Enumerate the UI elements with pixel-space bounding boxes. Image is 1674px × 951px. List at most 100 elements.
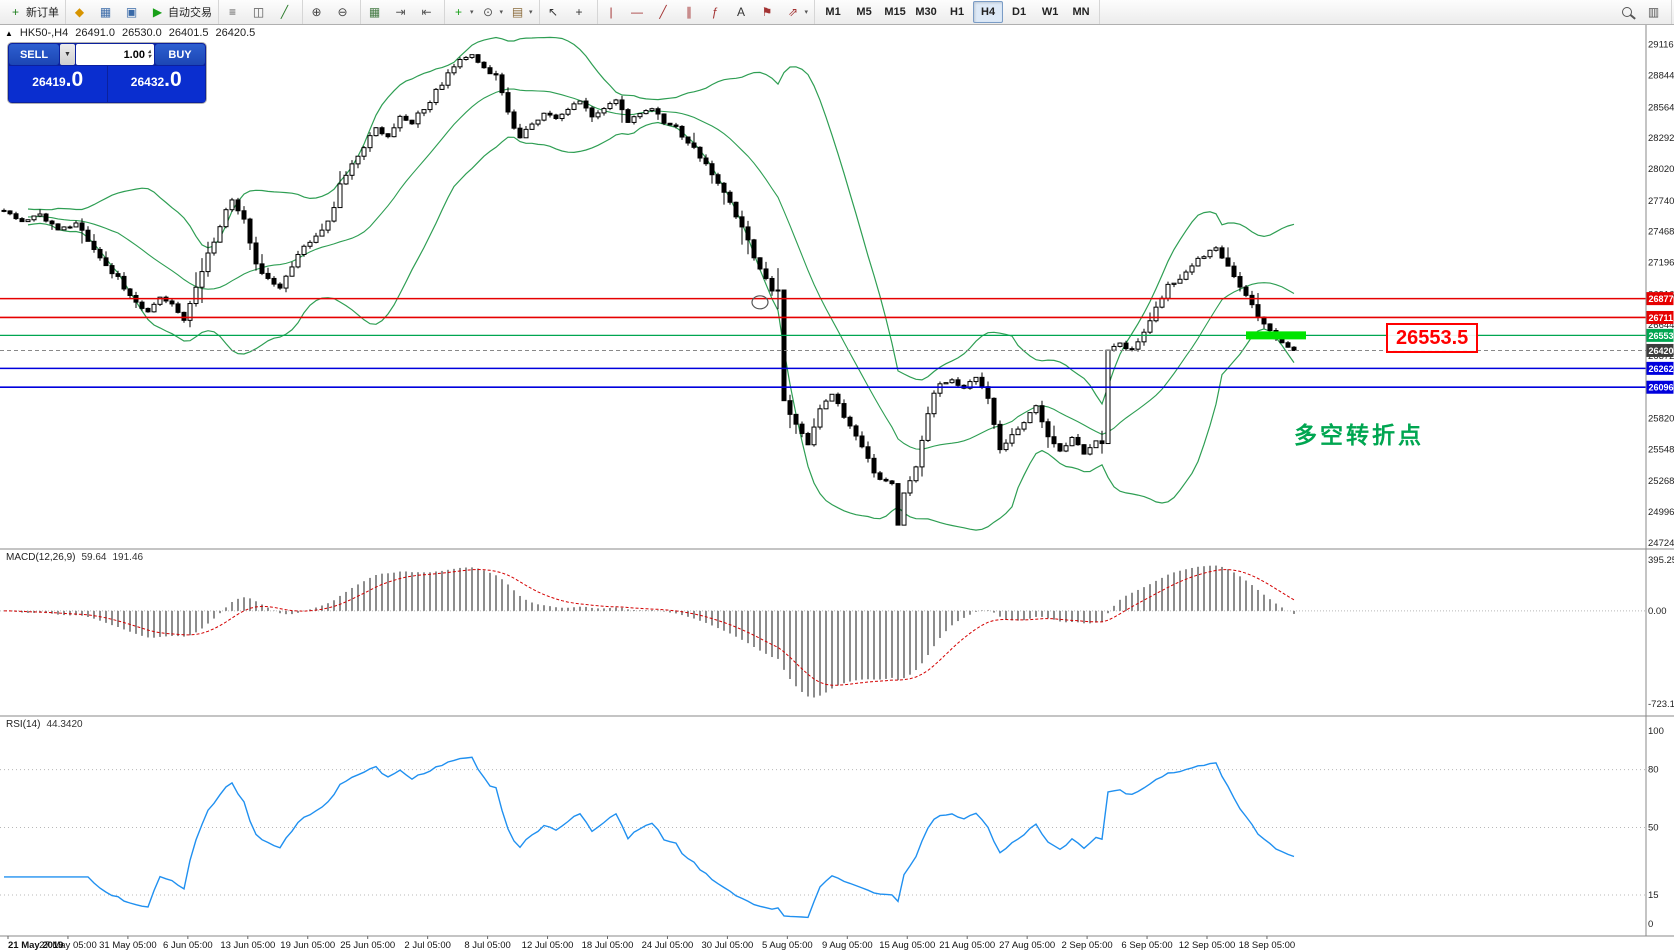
cursor-button[interactable]: ↖ [543, 1, 568, 23]
horizontal-line-button[interactable]: — [627, 1, 652, 23]
sell-button[interactable]: SELL [9, 44, 59, 65]
line-chart-button[interactable]: ╱ [274, 1, 299, 23]
trendline-button[interactable]: ╱ [653, 1, 678, 23]
new-order-icon: + [11, 5, 19, 19]
dropdown-caret-icon[interactable]: ▾ [499, 9, 504, 16]
crosshair-button[interactable]: + [569, 1, 594, 23]
navigator-icon: ▣ [125, 5, 138, 19]
spinner-down-icon[interactable]: ▾ [147, 53, 151, 60]
navigator-button[interactable]: ▣ [121, 1, 146, 23]
tf-mn-button[interactable]: MN [1066, 1, 1096, 23]
tf-d1-button[interactable]: D1 [1004, 1, 1034, 23]
fibonacci-button[interactable]: ƒ [705, 1, 730, 23]
indicators-button[interactable]: + ▾ [448, 1, 477, 23]
zoom-out-button[interactable]: ⊖ [332, 1, 357, 23]
tf-m5-button[interactable]: M5 [849, 1, 879, 23]
label-button[interactable]: ⚑ [757, 1, 782, 23]
chart-shift-button[interactable]: ⇤ [416, 1, 441, 23]
text-button[interactable]: A [731, 1, 756, 23]
rsi-pane: 100 80 50 15 0 [0, 726, 1664, 930]
dropdown-caret-icon[interactable]: ▾ [804, 9, 809, 16]
properties-icon: ▥ [1647, 5, 1660, 19]
line-studies-group: | — ╱ ∥ ƒ A ⚑ ⇗ ▾ [598, 0, 816, 24]
tile-windows-icon: ▦ [368, 5, 381, 19]
tf-h1-button[interactable]: H1 [942, 1, 972, 23]
channel-button[interactable]: ∥ [679, 1, 704, 23]
timeframes-group: M1 M5 M15 M30 H1 H4 D1 W1 MN [815, 0, 1101, 24]
bar-chart-button[interactable]: ≡ [222, 1, 247, 23]
ohlc-close: 26420.5 [215, 27, 256, 39]
svg-text:25548.0: 25548.0 [1648, 444, 1674, 455]
ohlc-low: 26401.5 [168, 27, 209, 39]
sell-price-big: .0 [65, 68, 84, 91]
zoom-in-button[interactable]: ⊕ [306, 1, 331, 23]
tf-m1-button-label: M1 [825, 6, 841, 18]
svg-text:27468.0: 27468.0 [1648, 227, 1674, 238]
volume-spinner[interactable]: ▴ ▾ [147, 48, 151, 60]
svg-text:24724.0: 24724.0 [1648, 538, 1674, 549]
trade-options-caret-icon[interactable]: ▼ [60, 44, 75, 65]
dropdown-caret-icon[interactable]: ▾ [470, 9, 474, 16]
time-scale[interactable] [0, 936, 1674, 951]
svg-text:6 Sep 05:00: 6 Sep 05:00 [1121, 940, 1172, 951]
auto-scroll-button[interactable]: ⇥ [390, 1, 415, 23]
market-watch-button[interactable]: ▦ [95, 1, 120, 23]
svg-text:31 May 05:00: 31 May 05:00 [99, 940, 157, 951]
vertical-line-button[interactable]: | [601, 1, 626, 23]
tf-m5-button-label: M5 [856, 6, 872, 18]
macd-pane: 395.25 0.00 -723.16 [0, 555, 1674, 710]
tf-d1-button-label: D1 [1012, 6, 1027, 18]
buy-price[interactable]: 26432 .0 [107, 66, 205, 102]
svg-text:50: 50 [1648, 823, 1659, 834]
tf-m1-button[interactable]: M1 [818, 1, 848, 23]
volume-value: 1.00 [123, 48, 145, 61]
templates-button[interactable]: ▤ ▾ [507, 1, 536, 23]
new-order-button[interactable]: + 新订单 [5, 1, 62, 23]
svg-text:29116.0: 29116.0 [1648, 40, 1674, 51]
svg-text:12 Jul 05:00: 12 Jul 05:00 [522, 940, 574, 951]
arrows-button[interactable]: ⇗ ▾ [783, 1, 812, 23]
ellipse-annotation[interactable] [751, 295, 769, 310]
periods-icon: ⊙ [482, 5, 494, 19]
spinner-up-icon[interactable]: ▴ [147, 48, 151, 55]
svg-text:-723.16: -723.16 [1648, 699, 1674, 710]
macd-name: MACD(12,26,9) [6, 552, 76, 563]
tile-windows-button[interactable]: ▦ [364, 1, 389, 23]
tf-w1-button[interactable]: W1 [1035, 1, 1065, 23]
rsi-value: 44.3420 [46, 719, 83, 730]
price-scale[interactable] [1646, 25, 1674, 936]
properties-button[interactable]: ▥ [1643, 1, 1668, 23]
buy-button[interactable]: BUY [155, 44, 205, 65]
periods-button[interactable]: ⊙ ▾ [478, 1, 507, 23]
tf-mn-button-label: MN [1072, 6, 1090, 18]
auto-trading-icon: ▶ [152, 5, 163, 19]
tf-m30-button[interactable]: M30 [911, 1, 941, 23]
price-tags: 26877.6 26711.4 26553.5 26262.6 26096.3 26420… [1646, 292, 1674, 394]
rsi-header: RSI(14) 44.3420 [6, 719, 83, 730]
svg-text:24 Jul 05:00: 24 Jul 05:00 [642, 940, 694, 951]
chart-shift-icon: ⇤ [421, 5, 432, 19]
horizontal-line-icon: — [631, 5, 644, 19]
right-group: ▥ [1614, 0, 1672, 24]
search-button[interactable] [1617, 1, 1642, 23]
volume-input[interactable]: 1.00 ▴ ▾ [76, 44, 154, 65]
metaeditor-button[interactable]: ◆ [69, 1, 94, 23]
svg-text:27740.0: 27740.0 [1648, 196, 1674, 207]
line-chart-icon: ╱ [280, 5, 289, 19]
panel-collapse-arrow[interactable]: ▲ [5, 28, 13, 38]
svg-text:100: 100 [1648, 726, 1664, 737]
dropdown-caret-icon[interactable]: ▾ [529, 9, 533, 16]
tf-m15-button[interactable]: M15 [880, 1, 910, 23]
candlestick-chart-button[interactable]: ◫ [248, 1, 273, 23]
pivot-price-label[interactable]: 26553.5 [1386, 323, 1479, 353]
magnifier-icon [1622, 7, 1632, 17]
sell-price[interactable]: 26419 .0 [9, 66, 107, 102]
bollinger-lower-line [27, 121, 1295, 531]
highlighted-level-segment[interactable] [1246, 331, 1306, 340]
chart-type-group: ≡ ◫ ╱ [219, 0, 303, 24]
svg-text:26711.4: 26711.4 [1649, 313, 1674, 323]
tf-h4-button[interactable]: H4 [973, 1, 1004, 23]
symbol-timeframe-title: HK50-,H4 [19, 27, 69, 39]
auto-trading-button[interactable]: ▶ 自动交易 [147, 1, 215, 23]
